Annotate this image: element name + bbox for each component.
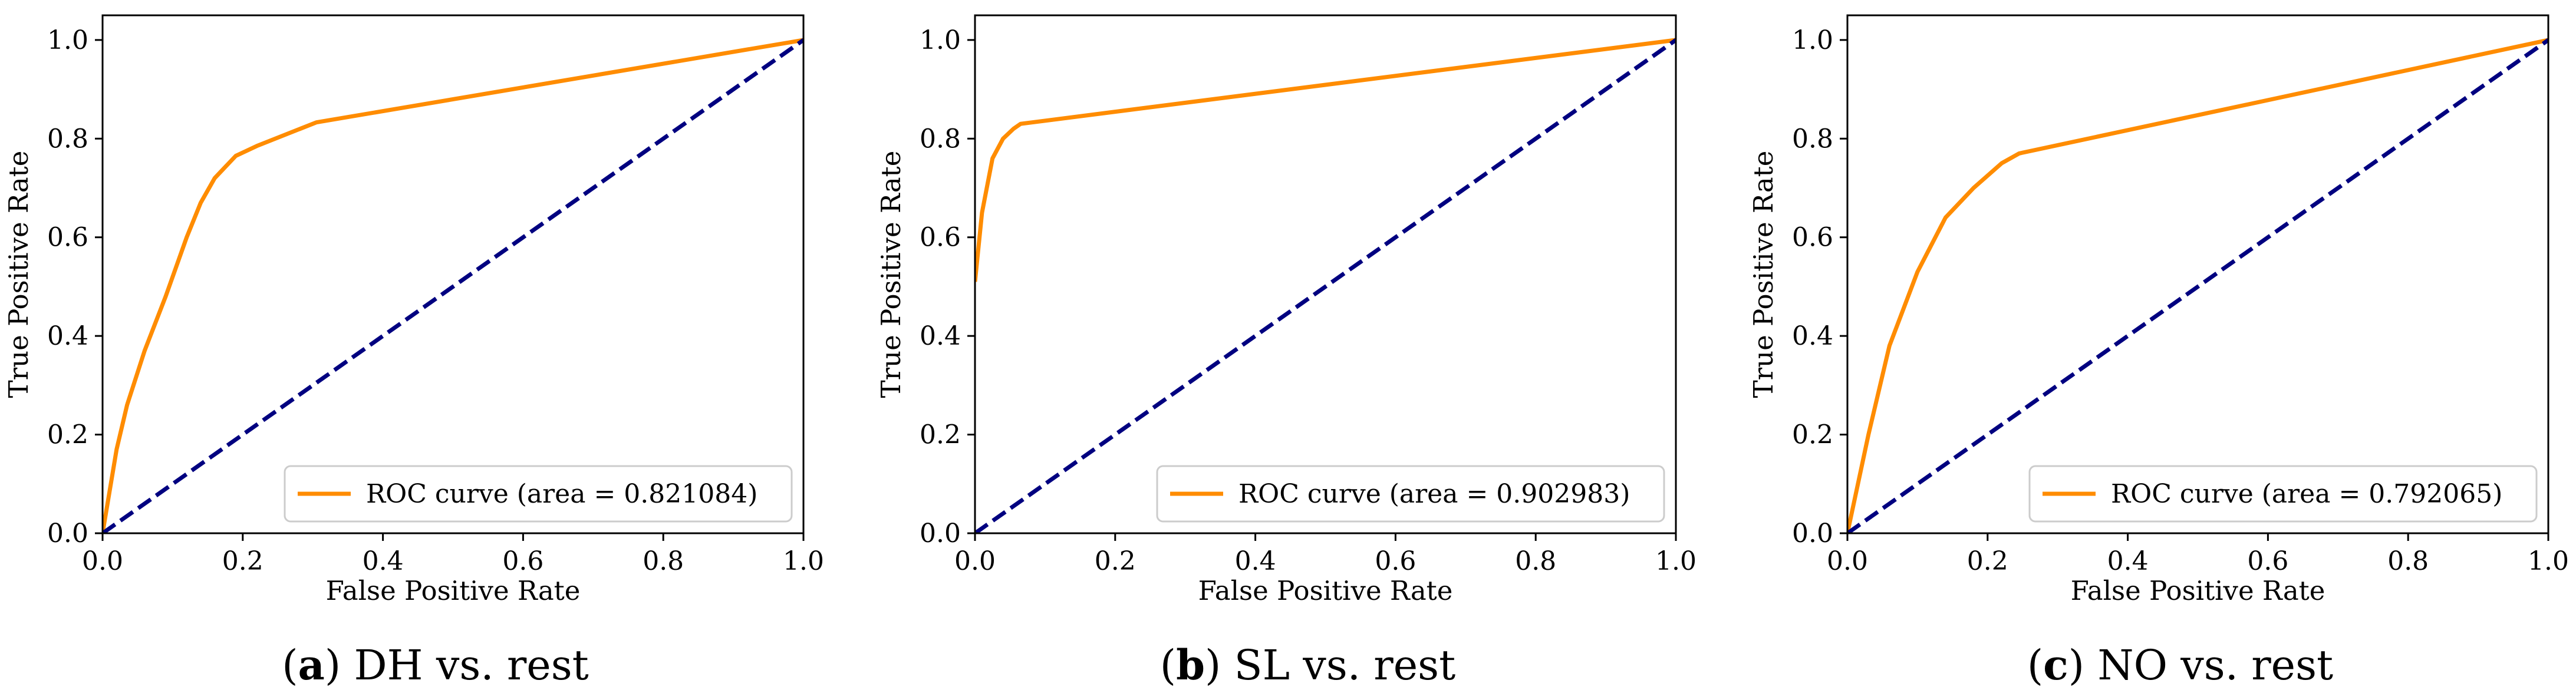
axes-frame: [101, 14, 805, 534]
y-tick-label: 0.2: [1792, 420, 1833, 450]
x-axis-label: False Positive Rate: [1198, 575, 1453, 606]
x-tick-label: 1.0: [2528, 546, 2569, 576]
caption-title: DH vs. rest: [341, 641, 589, 689]
legend-label: ROC curve (area = 0.792065): [2111, 479, 2502, 509]
x-tick-label: 0.2: [1967, 546, 2008, 576]
y-axis-label: True Positive Rate: [3, 151, 34, 398]
y-tick-label: 0.8: [47, 124, 88, 154]
x-tick-label: 1.0: [783, 546, 824, 576]
chart-panel-2: 0.0 0.2 0.4 0.6 0.8 1.0 0.0 0.2 0.4 0.6 0.8 1.0 Fals…: [875, 14, 1697, 689]
chance-diagonal-line: [103, 38, 803, 533]
axes-frame: [974, 14, 1677, 534]
chance-diagonal-line: [1847, 38, 2548, 533]
caption-letter: c: [2043, 640, 2068, 689]
caption-open-paren: (: [282, 641, 298, 689]
x-tick-label: 0.8: [1515, 546, 1556, 576]
x-tick-label: 1.0: [1655, 546, 1697, 576]
caption-close-paren: ): [1205, 641, 1221, 689]
x-tick-label: 0.8: [2387, 546, 2429, 576]
y-axis-label: True Positive Rate: [1748, 151, 1779, 398]
caption-letter: a: [298, 640, 325, 689]
y-tick-label: 0.2: [47, 420, 88, 450]
x-tick-label: 0.2: [1095, 546, 1136, 576]
subfigure-caption: (c) NO vs. rest: [2027, 640, 2333, 689]
x-tick-label: 0.6: [1375, 546, 1416, 576]
legend-box: [284, 465, 793, 523]
roc-curve-line: [103, 38, 803, 533]
y-axis-label: True Positive Rate: [875, 151, 907, 398]
subfigure-caption: (b) SL vs. rest: [1160, 640, 1455, 689]
x-tick-label: 0.8: [643, 546, 684, 576]
x-tick-label: 0.0: [954, 546, 996, 576]
y-tick-label: 1.0: [1792, 25, 1833, 55]
legend-label: ROC curve (area = 0.902983): [1238, 479, 1630, 509]
roc-curve-line: [1847, 38, 2548, 533]
y-tick-label: 0.6: [47, 223, 88, 253]
y-tick-label: 1.0: [47, 25, 88, 55]
legend: ROC curve (area = 0.821084): [284, 465, 793, 523]
caption-close-paren: ): [325, 641, 341, 689]
caption-open-paren: (: [2027, 641, 2043, 689]
axes-frame: [1846, 14, 2549, 534]
y-tick-label: 0.8: [920, 124, 961, 154]
caption-letter: b: [1176, 640, 1205, 689]
subfigure-caption: (a) DH vs. rest: [282, 640, 589, 689]
legend-label: ROC curve (area = 0.821084): [366, 479, 757, 509]
chance-diagonal-line: [975, 38, 1676, 533]
y-tick-label: 0.0: [920, 519, 961, 549]
x-tick-label: 0.6: [502, 546, 543, 576]
legend-box: [1156, 465, 1665, 523]
y-tick-label: 0.4: [920, 321, 961, 351]
x-axis-label: False Positive Rate: [2071, 575, 2325, 606]
caption-title: NO vs. rest: [2084, 641, 2333, 689]
caption-open-paren: (: [1160, 641, 1176, 689]
x-tick-label: 0.4: [363, 546, 404, 576]
legend: ROC curve (area = 0.792065): [2028, 465, 2538, 523]
x-tick-label: 0.0: [1827, 546, 1868, 576]
chart-panel-1: 0.0 0.2 0.4 0.6 0.8 1.0 0.0 0.2 0.4 0.6 0.8 1.0 Fals…: [3, 14, 824, 689]
legend-box: [2028, 465, 2538, 523]
y-tick-label: 0.4: [1792, 321, 1833, 351]
x-tick-label: 0.6: [2247, 546, 2288, 576]
y-tick-label: 0.2: [920, 420, 961, 450]
y-tick-label: 0.4: [47, 321, 88, 351]
y-tick-label: 1.0: [920, 25, 961, 55]
y-tick-label: 0.6: [920, 223, 961, 253]
x-tick-label: 0.0: [82, 546, 123, 576]
chart-panel-3: 0.0 0.2 0.4 0.6 0.8 1.0 0.0 0.2 0.4 0.6 0.8 1.0 Fals…: [1748, 14, 2569, 689]
y-tick-label: 0.8: [1792, 124, 1833, 154]
y-tick-label: 0.0: [1792, 519, 1833, 549]
x-tick-label: 0.4: [2107, 546, 2149, 576]
x-axis-label: False Positive Rate: [326, 575, 581, 606]
y-tick-label: 0.0: [47, 519, 88, 549]
x-tick-label: 0.4: [1235, 546, 1276, 576]
caption-title: SL vs. rest: [1221, 641, 1455, 689]
y-tick-label: 0.6: [1792, 223, 1833, 253]
x-tick-label: 0.2: [222, 546, 263, 576]
roc-curve-line: [975, 38, 1676, 282]
caption-close-paren: ): [2068, 641, 2084, 689]
legend: ROC curve (area = 0.902983): [1156, 465, 1665, 523]
